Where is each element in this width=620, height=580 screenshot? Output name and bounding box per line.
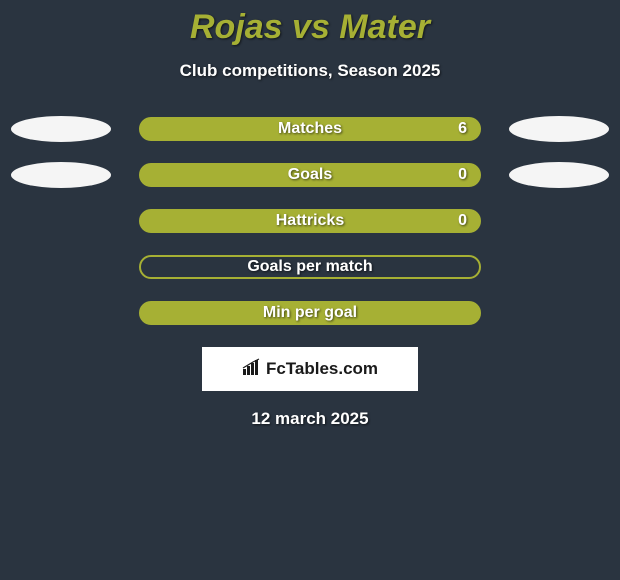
- stat-rows: Matches 6 Goals 0 Hattricks 0 Goals per match M…: [0, 117, 620, 325]
- comparison-infographic: Rojas vs Mater Club competitions, Season…: [0, 0, 620, 429]
- page-title: Rojas vs Mater: [0, 8, 620, 47]
- stat-label: Matches: [278, 120, 342, 138]
- stat-bar: Hattricks 0: [139, 209, 481, 233]
- brand-text: FcTables.com: [266, 359, 378, 379]
- stat-row: Goals 0: [0, 163, 620, 187]
- stat-label: Goals: [288, 166, 332, 184]
- stat-label: Min per goal: [263, 304, 357, 322]
- player-ellipse-left: [11, 116, 111, 142]
- stat-value-right: 0: [458, 212, 467, 230]
- stat-row: Matches 6: [0, 117, 620, 141]
- stat-row: Min per goal: [0, 301, 620, 325]
- stat-value-right: 6: [458, 120, 467, 138]
- bar-chart-icon: [242, 358, 262, 381]
- player-ellipse-right: [509, 116, 609, 142]
- stat-row: Goals per match: [0, 255, 620, 279]
- stat-row: Hattricks 0: [0, 209, 620, 233]
- stat-label: Goals per match: [247, 258, 372, 276]
- stat-bar: Goals 0: [139, 163, 481, 187]
- stat-bar: Min per goal: [139, 301, 481, 325]
- stat-value-right: 0: [458, 166, 467, 184]
- player-ellipse-left: [11, 162, 111, 188]
- player-ellipse-right: [509, 162, 609, 188]
- stat-label: Hattricks: [276, 212, 344, 230]
- brand-box: FcTables.com: [202, 347, 418, 391]
- stat-bar: Goals per match: [139, 255, 481, 279]
- subtitle: Club competitions, Season 2025: [0, 61, 620, 81]
- date-label: 12 march 2025: [0, 409, 620, 429]
- stat-bar: Matches 6: [139, 117, 481, 141]
